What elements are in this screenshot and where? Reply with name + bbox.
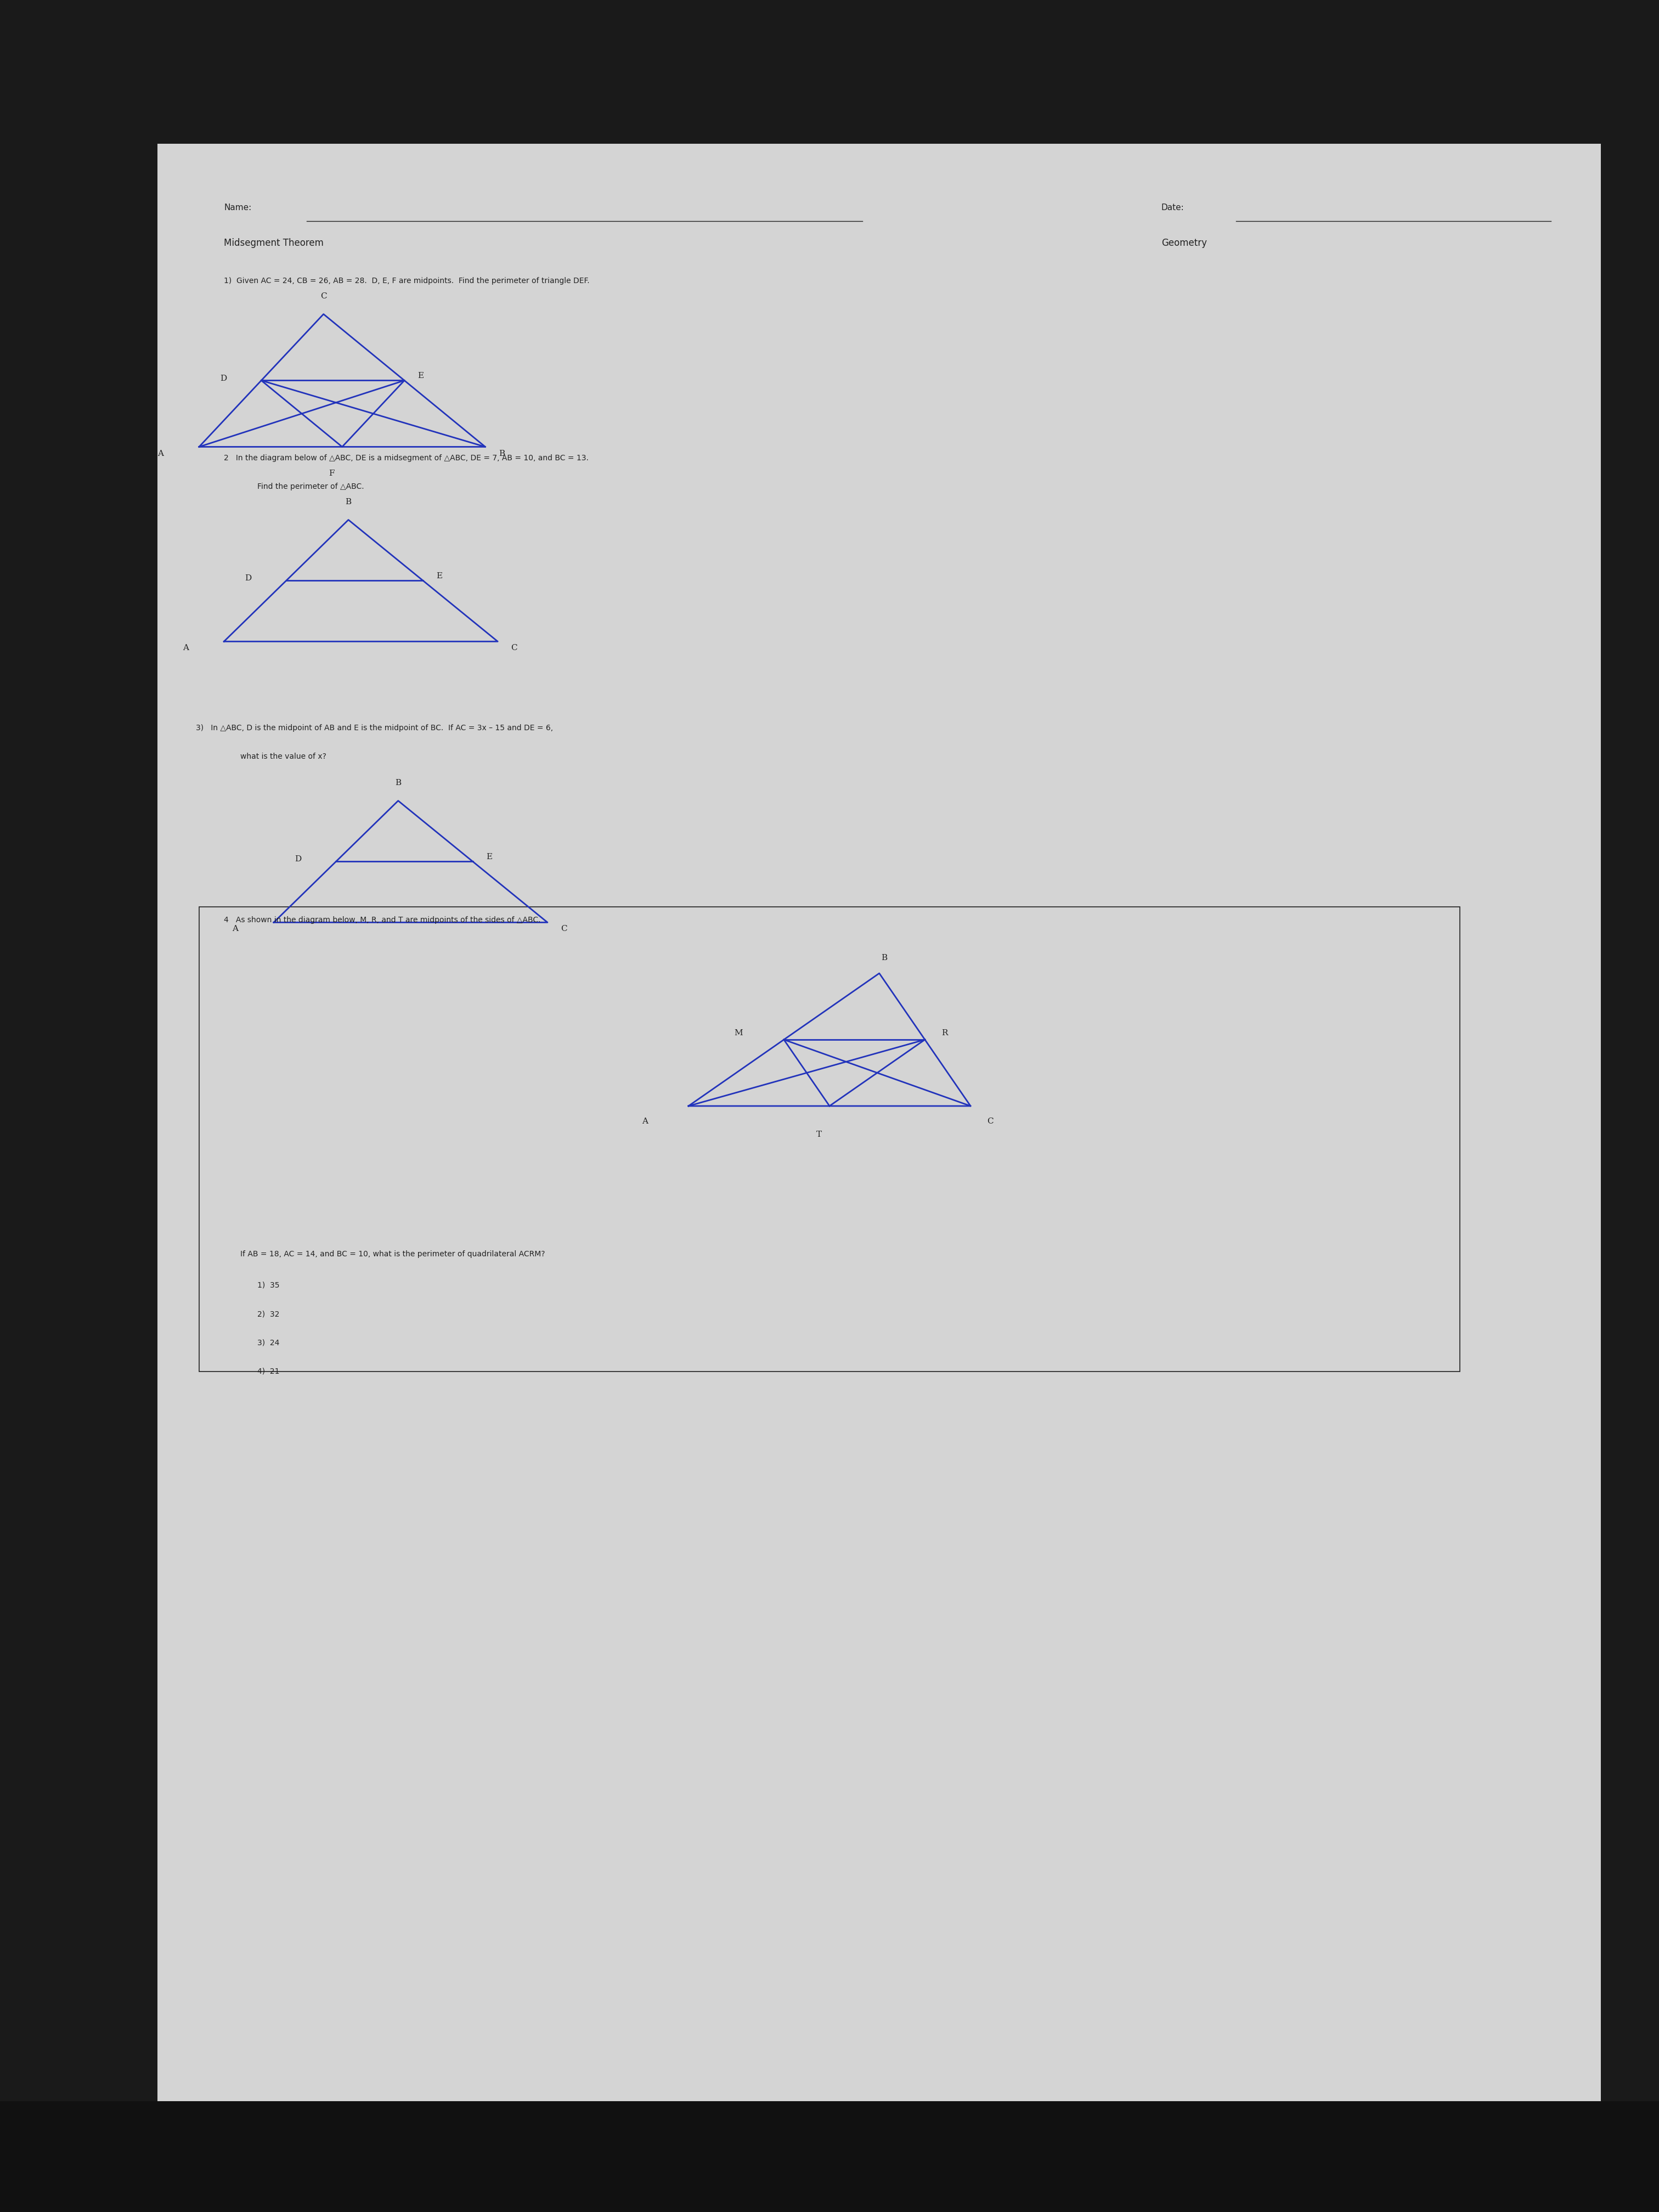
Text: C: C [511, 644, 518, 653]
Text: B: B [345, 498, 352, 507]
Text: M: M [733, 1029, 743, 1037]
Text: Geometry: Geometry [1161, 239, 1206, 248]
Text: R: R [942, 1029, 947, 1037]
Text: B: B [881, 953, 888, 962]
Text: A: A [642, 1117, 649, 1126]
Text: D: D [246, 575, 252, 582]
Text: Midsegment Theorem: Midsegment Theorem [224, 239, 324, 248]
Text: If AB = 18, AC = 14, and BC = 10, what is the perimeter of quadrilateral ACRM?: If AB = 18, AC = 14, and BC = 10, what i… [241, 1250, 546, 1259]
Text: E: E [436, 573, 443, 580]
FancyBboxPatch shape [0, 2101, 1659, 2212]
Text: 1)  Given AC = 24, CB = 26, AB = 28.  D, E, F are midpoints.  Find the perimeter: 1) Given AC = 24, CB = 26, AB = 28. D, E… [224, 276, 589, 285]
Text: F: F [328, 469, 335, 478]
Text: Name:: Name: [224, 204, 252, 212]
FancyBboxPatch shape [158, 144, 1601, 2112]
Text: C: C [561, 925, 567, 933]
Text: D: D [219, 374, 227, 383]
Text: B: B [395, 779, 401, 787]
Text: T: T [816, 1130, 821, 1139]
FancyBboxPatch shape [199, 907, 1460, 1371]
Text: 4)  21: 4) 21 [257, 1367, 279, 1376]
Text: Find the perimeter of △ABC.: Find the perimeter of △ABC. [257, 482, 363, 491]
Text: Date:: Date: [1161, 204, 1185, 212]
Text: E: E [418, 372, 423, 380]
Text: what is the value of x?: what is the value of x? [241, 752, 327, 761]
Text: C: C [987, 1117, 994, 1126]
Text: B: B [499, 449, 504, 458]
Text: 1)  35: 1) 35 [257, 1281, 279, 1290]
Text: 3)  24: 3) 24 [257, 1338, 279, 1347]
Text: D: D [295, 856, 302, 863]
Text: C: C [320, 292, 327, 301]
Text: 2   In the diagram below of △ABC, DE is a midsegment of △ABC, DE = 7, AB = 10, a: 2 In the diagram below of △ABC, DE is a … [224, 453, 589, 462]
Text: E: E [486, 854, 493, 860]
Text: 3)   In △ABC, D is the midpoint of AB and E is the midpoint of BC.  If AC = 3x –: 3) In △ABC, D is the midpoint of AB and … [196, 723, 552, 732]
Text: A: A [158, 449, 164, 458]
Text: 2)  32: 2) 32 [257, 1310, 279, 1318]
Text: 4   As shown in the diagram below, M, R, and T are midpoints of the sides of △AB: 4 As shown in the diagram below, M, R, a… [224, 916, 541, 925]
Text: A: A [232, 925, 239, 933]
Text: A: A [182, 644, 189, 653]
